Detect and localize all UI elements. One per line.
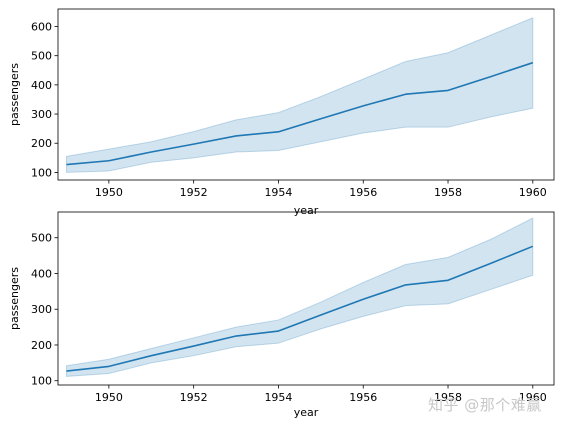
axes-frame: [57, 8, 555, 181]
data-point: [362, 104, 365, 107]
data-point: [531, 61, 534, 64]
x-tick-label: 1950: [95, 186, 123, 199]
y-tick-label: 500: [31, 50, 52, 63]
axes-frame: [57, 211, 555, 386]
y-axis-label: passengers: [8, 63, 21, 126]
x-tick-label: 1960: [519, 391, 547, 404]
top-chart: 1950 1952 1954 1956 1958 1960 100 200 300 400 500 6…: [8, 8, 555, 217]
data-point: [319, 117, 322, 120]
y-tick-label: 100: [31, 166, 52, 179]
data-point: [107, 159, 110, 162]
y-tick-label: 300: [31, 108, 52, 121]
data-point: [319, 313, 322, 316]
x-tick-label: 1954: [264, 186, 292, 199]
watermark: 知乎 @那个难赢: [428, 396, 542, 414]
data-point: [107, 365, 110, 368]
y-tick-label: 400: [31, 79, 52, 92]
data-point: [404, 283, 407, 286]
data-point: [447, 279, 450, 282]
bottom-chart: 1950 1952 1954 1956 1958 1960 100 200 300 400 500 y…: [8, 211, 555, 419]
data-point: [277, 130, 280, 133]
y-tick-label: 500: [31, 232, 52, 245]
data-point: [192, 143, 195, 146]
data-point: [277, 330, 280, 333]
y-tick-label: 200: [31, 137, 52, 150]
x-tick-label: 1954: [264, 391, 292, 404]
x-axis-label: year: [294, 204, 319, 217]
x-tick-label: 1956: [349, 186, 377, 199]
series-line: [66, 61, 534, 166]
y-tick-label: 400: [31, 267, 52, 280]
y-tick-label: 200: [31, 339, 52, 352]
data-point: [447, 89, 450, 92]
x-tick-label: 1952: [180, 391, 208, 404]
data-point: [489, 75, 492, 78]
data-point: [489, 262, 492, 265]
confidence-band: [65, 217, 534, 377]
y-tick-label: 100: [31, 375, 52, 388]
x-tick-label: 1958: [434, 391, 462, 404]
x-tick-label: 1950: [95, 391, 123, 404]
data-point: [531, 245, 534, 248]
data-point: [235, 134, 238, 137]
x-tick-label: 1952: [180, 186, 208, 199]
data-point: [362, 298, 365, 301]
data-point: [404, 93, 407, 96]
x-tick-label: 1956: [349, 391, 377, 404]
y-tick-label: 300: [31, 303, 52, 316]
confidence-band: [65, 17, 534, 173]
data-point: [150, 354, 153, 357]
data-point: [65, 370, 68, 373]
data-point: [235, 335, 238, 338]
data-point: [150, 150, 153, 153]
y-axis-label: passengers: [8, 267, 21, 330]
data-point: [65, 163, 68, 166]
x-tick-label: 1958: [434, 186, 462, 199]
x-tick-label: 1960: [519, 186, 547, 199]
y-tick-label: 600: [31, 21, 52, 34]
series-line: [66, 245, 534, 372]
x-axis-label: year: [294, 406, 319, 419]
data-point: [192, 345, 195, 348]
